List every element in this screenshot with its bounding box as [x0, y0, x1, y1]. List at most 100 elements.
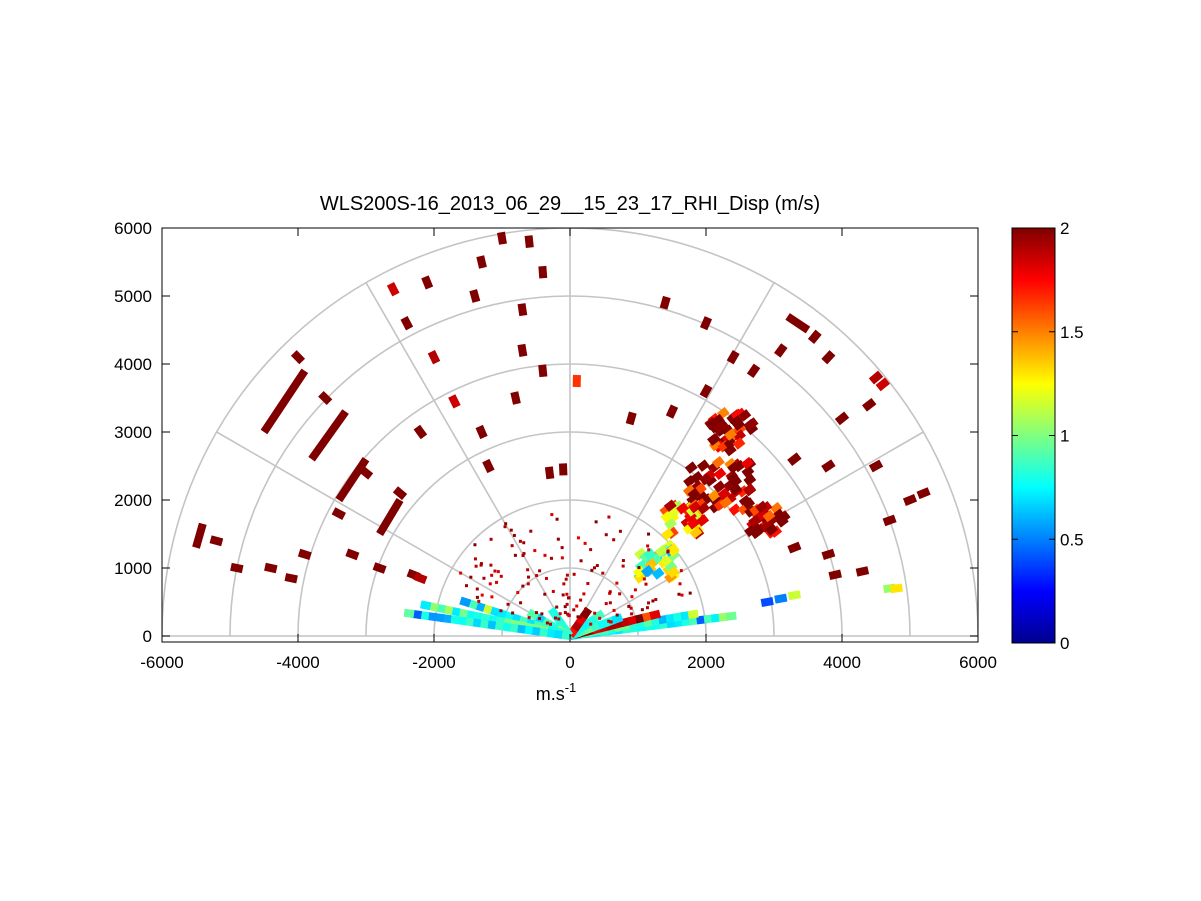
- cluster-cell: [696, 459, 710, 472]
- streak-1: [308, 409, 349, 462]
- cluster-cell: [664, 517, 677, 530]
- speckle-bin: [545, 621, 549, 625]
- data-point: [497, 231, 507, 245]
- speckle-bin: [586, 581, 590, 585]
- speckle-bin: [538, 617, 542, 621]
- speckle-bin: [469, 575, 473, 579]
- cluster-cell: [688, 500, 702, 514]
- data-point: [476, 255, 487, 269]
- speckle-bin: [475, 587, 479, 591]
- cluster-cell: [760, 520, 773, 533]
- cluster-cell: [765, 523, 779, 536]
- speckle-bin: [475, 595, 479, 599]
- speckle-bin: [560, 556, 564, 560]
- speckle-bin: [565, 573, 569, 577]
- data-point: [699, 384, 713, 399]
- beam-bin: [526, 608, 540, 621]
- data-point: [665, 404, 679, 419]
- speckle-bin: [488, 582, 492, 586]
- speckle-bin: [576, 536, 580, 540]
- speckle-bin: [558, 612, 562, 616]
- data-point: [230, 562, 244, 574]
- cluster-cell: [633, 571, 647, 584]
- speckle-bin: [651, 599, 655, 603]
- speckle-bin: [509, 528, 513, 532]
- speckle-bin: [527, 575, 531, 579]
- speckle-bin: [513, 553, 517, 557]
- speckle-bin: [482, 576, 486, 580]
- data-point: [345, 548, 360, 561]
- speckle-bin: [533, 549, 537, 553]
- data-point: [392, 486, 408, 501]
- speckle-bin: [647, 601, 651, 605]
- speckle-bin: [572, 572, 576, 576]
- data-point: [807, 329, 822, 344]
- x-tick-label: -6000: [140, 653, 183, 672]
- data-point: [916, 487, 931, 500]
- speckle-bin: [522, 541, 526, 545]
- speckle-bin: [647, 532, 651, 536]
- speckle-bin: [598, 616, 602, 620]
- speckle-bin: [654, 598, 658, 602]
- streak-4: [192, 522, 207, 549]
- speckle-bin: [496, 570, 500, 574]
- speckle-bin: [563, 605, 567, 609]
- x-tick-label: 2000: [687, 653, 725, 672]
- colorbar-tick-label: 0: [1060, 634, 1069, 653]
- beam-bin: [592, 609, 606, 622]
- colorbar-tick-label: 2: [1060, 219, 1069, 238]
- spoke-120: [365, 282, 571, 637]
- speckle-bin: [618, 592, 622, 596]
- data-point: [868, 370, 884, 385]
- data-point: [421, 275, 434, 290]
- data-point: [427, 350, 441, 365]
- y-tick-label: 6000: [114, 219, 152, 238]
- chart-title: WLS200S-16_2013_06_29__15_23_17_RHI_Disp…: [320, 193, 820, 215]
- speckle-bin: [490, 595, 494, 599]
- data-point: [209, 535, 224, 547]
- axis-ticks: -6000 -4000 -2000 0 2000 4000 6000 0 1000 2000 300…: [114, 219, 997, 672]
- cluster-cell: [727, 461, 741, 474]
- cluster-cell: [717, 487, 731, 501]
- data-point: [746, 363, 761, 379]
- speckle-bin: [572, 608, 576, 612]
- data-point: [475, 424, 488, 440]
- speckle-bin: [526, 568, 530, 572]
- cluster-4: [744, 500, 791, 540]
- speckle-bin: [608, 591, 612, 595]
- speckle-bin: [680, 593, 684, 597]
- y-tick-label: 3000: [114, 423, 152, 442]
- cluster-cell: [666, 565, 680, 579]
- cluster-cell: [713, 467, 727, 481]
- speckle-bin: [612, 538, 616, 542]
- speckle-bin: [564, 577, 568, 581]
- speckle-bin: [479, 563, 483, 567]
- cluster-cell: [655, 544, 668, 558]
- cluster-cell: [641, 564, 654, 578]
- speckle-bin: [583, 541, 587, 545]
- cluster-cell: [723, 437, 737, 450]
- speckle-bin: [640, 608, 644, 612]
- cluster-cell: [707, 489, 721, 502]
- y-tick-label: 1000: [114, 559, 152, 578]
- speckle-bin: [521, 553, 525, 557]
- data-point: [787, 541, 802, 554]
- data-point: [448, 394, 461, 409]
- speckle-bin: [594, 520, 598, 524]
- speckle-bin: [593, 611, 597, 615]
- x-tick-label: 4000: [823, 653, 861, 672]
- cluster-cell: [733, 429, 746, 442]
- cluster-cell: [730, 415, 743, 428]
- cluster-cell: [705, 417, 718, 431]
- speckle-bin: [644, 582, 648, 586]
- cluster-cell: [724, 457, 738, 471]
- cluster-cell: [689, 526, 703, 539]
- speckle-bin: [464, 584, 468, 588]
- speckle-bin: [567, 614, 571, 618]
- speckle-bin: [646, 544, 650, 548]
- cluster-cell: [777, 510, 791, 524]
- data-point: [625, 411, 637, 426]
- speckle-bin: [473, 557, 477, 561]
- speckle-bin: [561, 593, 565, 597]
